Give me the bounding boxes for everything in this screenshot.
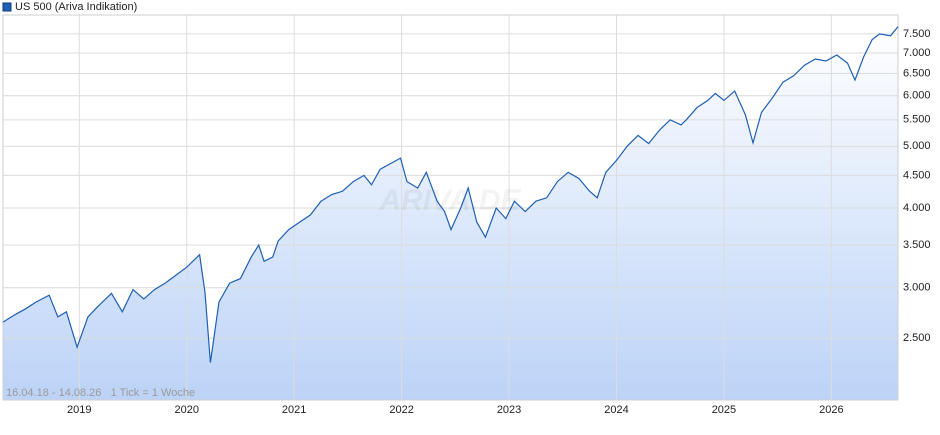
x-tick-label: 2020 [174,404,198,416]
y-tick-label: 6.000 [903,90,931,102]
x-tick-label: 2019 [67,404,91,416]
area-fill [3,26,898,400]
plot-area: ARIVA.DE [2,14,899,401]
y-tick-label: 3.000 [903,282,931,294]
range-note: 16.04.18 - 14.08.26 1 Tick = 1 Woche [6,387,195,399]
y-tick-label: 7.500 [903,28,931,40]
y-tick-label: 3.500 [903,239,931,251]
x-tick-label: 2026 [819,404,843,416]
x-tick-label: 2024 [604,404,628,416]
y-tick-label: 4.000 [903,202,931,214]
x-tick-label: 2022 [389,404,413,416]
legend-label: US 500 (Ariva Indikation) [15,1,137,13]
y-tick-label: 6.500 [903,67,931,79]
price-line [2,26,899,363]
y-tick-label: 7.000 [903,47,931,59]
plot-frame [2,14,899,401]
legend-swatch [2,2,12,12]
y-tick-label: 2.500 [903,332,931,344]
x-tick-label: 2025 [712,404,736,416]
y-tick-label: 5.000 [903,140,931,152]
y-tick-label: 5.500 [903,114,931,126]
x-tick-label: 2021 [282,404,306,416]
y-tick-label: 4.500 [903,169,931,181]
watermark: ARIVA.DE [378,184,521,217]
x-tick-label: 2023 [497,404,521,416]
